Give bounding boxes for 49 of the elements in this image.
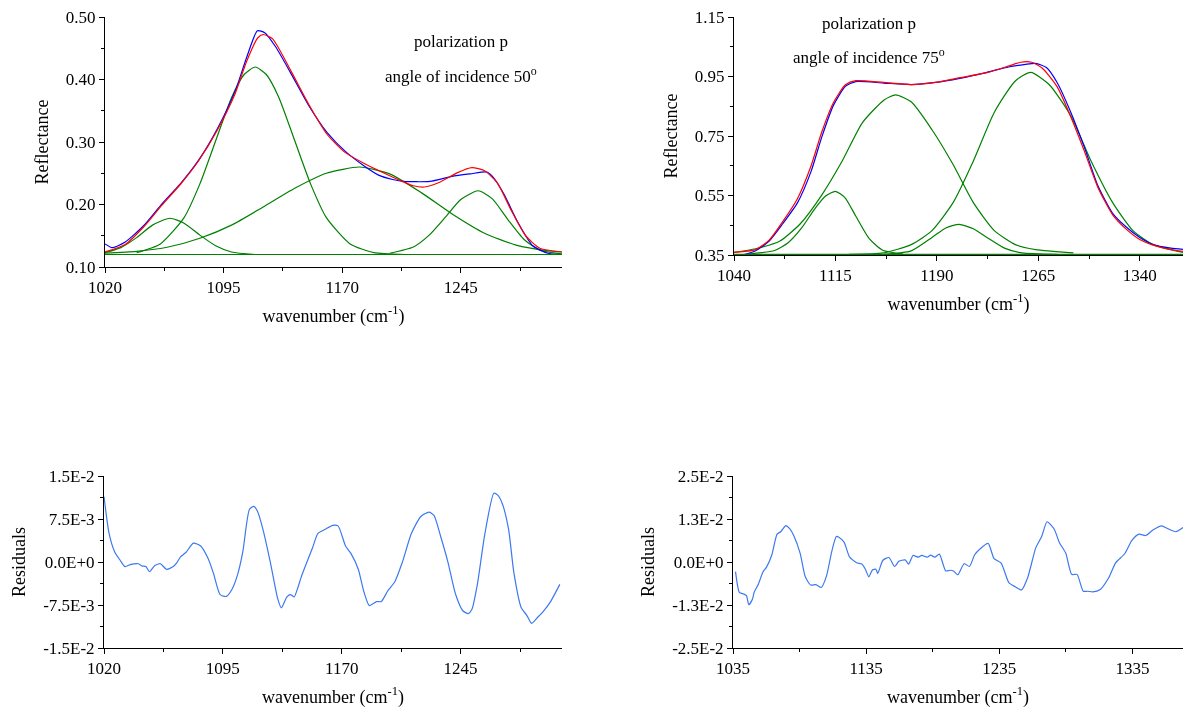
y-tick-label: 0.40	[65, 70, 96, 90]
y-axis-title: Reflectance	[661, 93, 682, 179]
y-tick-label: 0.0E+0	[673, 552, 724, 572]
x-axis-title: wavenumber (cm$^{-1}$)	[262, 302, 405, 327]
y-tick-label: 0.50	[65, 7, 96, 27]
y-tick-label: -2.5E-2	[672, 638, 724, 658]
x-tick-label: 1020	[87, 659, 121, 679]
x-tick-label: 1135	[849, 659, 883, 679]
x-axis-title: wavenumber (cm$^{-1}$)	[887, 290, 1030, 315]
y-tick-label: -7.5E-3	[43, 595, 95, 615]
x-tick-label: 1035	[716, 659, 750, 679]
annotation: polarization p	[414, 32, 508, 51]
y-tick-label: 0.20	[65, 195, 96, 215]
x-tick-label: 1040	[717, 266, 751, 286]
x-tick-label: 1235	[982, 659, 1017, 679]
x-tick-label: 1020	[88, 278, 122, 298]
y-tick-label: -1.3E-2	[672, 595, 724, 615]
y-tick-label: 0.0E+0	[44, 552, 95, 572]
x-tick-label: 1340	[1122, 266, 1157, 286]
y-tick-label: 0.95	[694, 67, 725, 87]
annotation: polarization p	[822, 14, 916, 33]
x-tick-label: 1095	[205, 659, 240, 679]
y-tick-label: -1.5E-2	[43, 638, 95, 658]
y-axis-title: Residuals	[638, 527, 659, 597]
x-tick-label: 1190	[920, 266, 954, 286]
annotation: angle of incidence 75$^{o}$	[793, 45, 945, 68]
y-axis-title: Residuals	[9, 527, 30, 597]
y-tick-label: 0.10	[65, 257, 96, 277]
x-tick-label: 1335	[1115, 659, 1150, 679]
x-tick-label: 1265	[1021, 266, 1056, 286]
y-tick-label: 2.5E-2	[677, 466, 724, 486]
annotation: angle of incidence 50$^{o}$	[385, 64, 537, 87]
y-axis-title: Reflectance	[32, 99, 53, 185]
y-tick-label: 1.3E-2	[677, 509, 724, 529]
x-tick-label: 1170	[325, 659, 359, 679]
y-tick-label: 1.15	[694, 7, 725, 27]
y-tick-label: 7.5E-3	[48, 509, 95, 529]
x-tick-label: 1095	[206, 278, 241, 298]
x-tick-label: 1245	[443, 659, 478, 679]
y-tick-label: 0.55	[694, 186, 725, 206]
y-tick-label: 1.5E-2	[48, 466, 95, 486]
y-tick-label: 0.35	[694, 245, 725, 265]
y-tick-label: 0.30	[65, 132, 96, 152]
x-tick-label: 1115	[819, 266, 852, 286]
x-axis-title: wavenumber (cm$^{-1}$)	[887, 683, 1029, 708]
y-tick-label: 0.75	[694, 126, 725, 146]
x-tick-label: 1245	[443, 278, 478, 298]
x-axis-title: wavenumber (cm$^{-1}$)	[262, 683, 404, 708]
x-tick-label: 1170	[325, 278, 359, 298]
